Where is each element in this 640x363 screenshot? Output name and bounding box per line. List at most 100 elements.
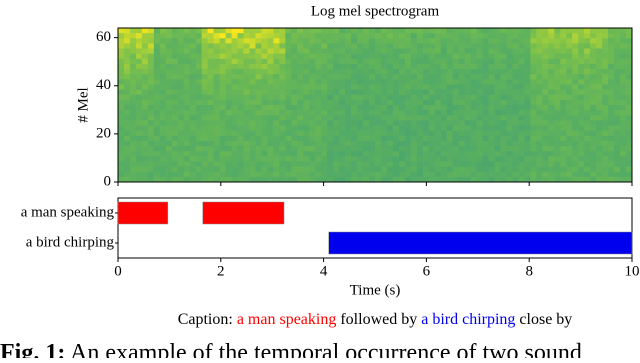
spectrogram-cell: [530, 89, 537, 96]
spectrogram-cell: [512, 146, 519, 152]
spectrogram-cell: [512, 105, 519, 111]
spectrogram-cell: [225, 99, 233, 106]
spectrogram-cell: [183, 110, 191, 116]
spectrogram-cell: [291, 43, 298, 50]
spectrogram-cell: [279, 125, 286, 132]
spectrogram-cell: [177, 146, 185, 152]
spectrogram-cell: [177, 110, 185, 116]
spectrogram-cell: [207, 33, 215, 39]
spectrogram-cell: [548, 176, 555, 183]
spectrogram-cell: [201, 53, 209, 60]
spectrogram-cell: [213, 166, 221, 173]
spectrogram-cell: [261, 79, 268, 85]
spectrogram-cell: [626, 58, 633, 65]
spectrogram-cell: [524, 130, 531, 137]
spectrogram-cell: [410, 161, 418, 168]
spectrogram-cell: [398, 135, 406, 142]
spectrogram-cell: [620, 171, 627, 178]
spectrogram-cell: [398, 33, 406, 39]
spectrogram-cell: [566, 94, 573, 101]
spectrogram-cell: [279, 58, 286, 65]
spectrogram-cell: [614, 151, 621, 157]
spectrogram-cell: [518, 48, 525, 55]
spectrogram-cell: [620, 58, 627, 65]
spectrogram-cell: [291, 161, 298, 168]
spectrogram-cell: [590, 115, 597, 121]
spectrogram-cell: [297, 99, 304, 106]
spectrogram-cell: [608, 140, 615, 147]
spectrogram-cell: [452, 48, 460, 55]
spectrogram-cell: [452, 94, 460, 101]
spectrogram-cell: [171, 176, 179, 183]
spectrogram-cell: [506, 176, 513, 183]
spectrogram-cell: [195, 135, 203, 142]
spectrogram-cell: [446, 28, 454, 34]
spectrogram-cell: [189, 99, 197, 106]
spectrogram-cell: [255, 38, 262, 44]
spectrogram-cell: [165, 94, 173, 101]
spectrogram-cell: [375, 43, 382, 50]
spectrogram-cell: [590, 53, 597, 60]
spectrogram-cell: [494, 161, 502, 168]
spectrogram-cell: [476, 79, 484, 85]
spectrogram-cell: [327, 79, 334, 85]
spectrogram-cell: [303, 120, 310, 127]
spectrogram-cell: [464, 105, 472, 111]
spectrogram-cell: [410, 110, 418, 116]
caption: Caption: a man speaking followed by a bi…: [178, 311, 573, 328]
spectrogram-cell: [470, 176, 478, 183]
spectrogram-cell: [464, 125, 472, 132]
spectrogram-cell: [404, 89, 412, 96]
spectrogram-cell: [243, 110, 250, 116]
spectrogram-cell: [135, 79, 143, 85]
spectrogram-cell: [476, 105, 484, 111]
spectrogram-cell: [494, 94, 502, 101]
spectrogram-cell: [225, 130, 233, 137]
spectrogram-cell: [189, 69, 197, 75]
spectrogram-cell: [542, 43, 549, 50]
spectrogram-cell: [171, 94, 179, 101]
spectrogram-cell: [446, 99, 454, 106]
spectrogram-cell: [572, 48, 579, 55]
spectrogram-cell: [620, 176, 627, 183]
spectrogram-cell: [464, 38, 472, 44]
spectrogram-cell: [321, 146, 328, 152]
spectrogram-cell: [590, 125, 597, 132]
spectrogram-cell: [422, 120, 430, 127]
spectrogram-cell: [566, 156, 573, 162]
spectrogram-cell: [512, 110, 519, 116]
spectrogram-cell: [183, 38, 191, 44]
spectrogram-cell: [333, 110, 340, 116]
spectrogram-cell: [512, 74, 519, 80]
spectrogram-cell: [416, 125, 424, 132]
spectrogram-cell: [506, 74, 513, 80]
spectrogram-cell: [404, 115, 412, 121]
spectrogram-cell: [273, 156, 280, 162]
spectrogram-cell: [153, 146, 161, 152]
spectrogram-cell: [506, 38, 513, 44]
spectrogram-cell: [560, 166, 567, 173]
spectrogram-cell: [608, 48, 615, 55]
spectrogram-cell: [345, 38, 352, 44]
spectrogram-cell: [482, 38, 490, 44]
spectrogram-cell: [380, 84, 388, 91]
spectrogram-cell: [584, 53, 591, 60]
spectrogram-cell: [309, 63, 316, 70]
spectrogram-cell: [446, 94, 454, 101]
spectrogram-cell: [410, 115, 418, 121]
spectrogram-cell: [542, 120, 549, 127]
spectrogram-cell: [554, 79, 561, 85]
spectrogram-cell: [273, 110, 280, 116]
spectrogram-cell: [183, 58, 191, 65]
spectrogram-cell: [321, 63, 328, 70]
spectrogram-cell: [488, 115, 496, 121]
spectrogram-cell: [189, 53, 197, 60]
spectrogram-cell: [303, 161, 310, 168]
spectrogram-cell: [608, 89, 615, 96]
spectrogram-cell: [357, 33, 364, 39]
spectrogram-cell: [189, 94, 197, 101]
plot-frame: [117, 27, 633, 183]
spectrogram-cell: [303, 176, 310, 183]
spectrogram-cell: [482, 48, 490, 55]
spectrogram-cell: [500, 28, 507, 34]
